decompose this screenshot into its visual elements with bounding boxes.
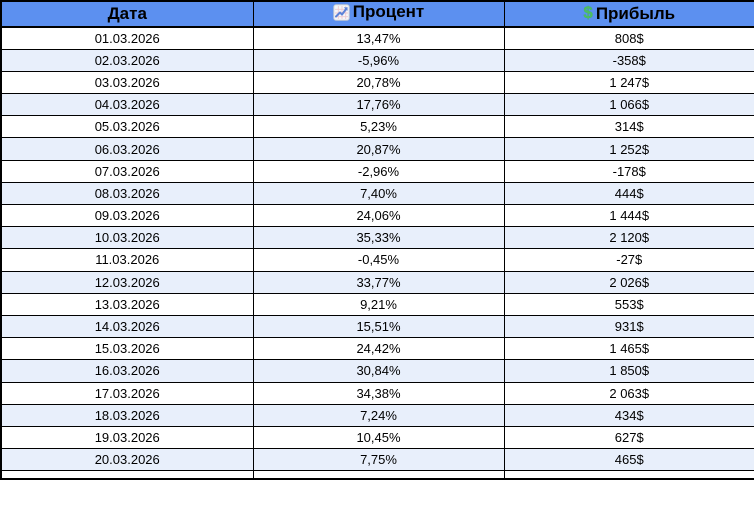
- table-row: 01.03.2026 13,47% 808$: [0, 26, 754, 50]
- table-row: 11.03.2026 -0,45% -27$: [0, 248, 754, 272]
- profit-cell[interactable]: 2 026$: [503, 270, 754, 294]
- table-row: 07.03.2026 -2,96% -178$: [0, 159, 754, 183]
- table-header: Дата Процент: [0, 0, 754, 28]
- table-row: 08.03.2026 7,40% 444$: [0, 181, 754, 206]
- table-row: 17.03.2026 34,38% 2 063$: [0, 381, 754, 405]
- percent-cell[interactable]: 24,06%: [252, 203, 505, 228]
- percent-cell[interactable]: 15,51%: [252, 314, 505, 339]
- percent-cell[interactable]: 5,23%: [252, 115, 505, 139]
- table-row: 09.03.2026 24,06% 1 444$: [0, 203, 754, 228]
- percent-cell[interactable]: 9,21%: [252, 292, 505, 316]
- percent-cell[interactable]: 20,87%: [252, 137, 505, 161]
- table-row: 02.03.2026 -5,96% -358$: [0, 48, 754, 72]
- table-row: 19.03.2026 10,45% 627$: [0, 425, 754, 450]
- profit-cell[interactable]: 2 063$: [503, 381, 754, 405]
- profit-cell[interactable]: 808$: [503, 26, 754, 50]
- date-cell[interactable]: 06.03.2026: [0, 137, 254, 161]
- profit-cell[interactable]: 1 066$: [503, 93, 754, 117]
- date-cell[interactable]: 19.03.2026: [0, 425, 254, 450]
- percent-cell[interactable]: 30,84%: [252, 359, 505, 383]
- percent-cell[interactable]: 33,77%: [252, 270, 505, 294]
- date-cell[interactable]: 11.03.2026: [0, 248, 254, 272]
- chart-increasing-icon: [333, 4, 350, 21]
- date-cell[interactable]: 07.03.2026: [0, 159, 254, 183]
- date-cell[interactable]: 08.03.2026: [0, 181, 254, 206]
- table-row: 10.03.2026 35,33% 2 120$: [0, 226, 754, 250]
- percent-cell[interactable]: 17,76%: [252, 93, 505, 117]
- column-header-percent-label: Процент: [352, 2, 425, 22]
- date-cell[interactable]: 14.03.2026: [0, 314, 254, 339]
- date-cell[interactable]: 02.03.2026: [0, 48, 254, 72]
- date-cell[interactable]: 12.03.2026: [0, 270, 254, 294]
- profit-cell[interactable]: 1 850$: [503, 359, 754, 383]
- table-row: 15.03.2026 24,42% 1 465$: [0, 337, 754, 361]
- table-row: 05.03.2026 5,23% 314$: [0, 115, 754, 139]
- profit-cell[interactable]: -178$: [503, 159, 754, 183]
- profit-cell[interactable]: 434$: [503, 403, 754, 427]
- date-cell[interactable]: 04.03.2026: [0, 93, 254, 117]
- profit-cell[interactable]: 314$: [503, 115, 754, 139]
- percent-cell[interactable]: 35,33%: [252, 226, 505, 250]
- profit-cell[interactable]: 553$: [503, 292, 754, 316]
- header-row: Дата Процент: [0, 0, 754, 28]
- percent-cell[interactable]: 10,45%: [252, 425, 505, 450]
- column-header-date-label: Дата: [107, 4, 147, 23]
- column-header-profit-label: Прибыль: [595, 3, 676, 23]
- table-row: 13.03.2026 9,21% 553$: [0, 292, 754, 316]
- table-row: 20.03.2026 7,75% 465$: [0, 448, 754, 472]
- percent-cell[interactable]: 7,24%: [252, 403, 505, 427]
- column-header-profit[interactable]: $ Прибыль: [503, 0, 754, 28]
- profit-cell[interactable]: 1 444$: [503, 203, 754, 228]
- date-cell[interactable]: 03.03.2026: [0, 70, 254, 95]
- date-cell[interactable]: 16.03.2026: [0, 359, 254, 383]
- partial-row: [0, 470, 754, 480]
- percent-cell[interactable]: 7,40%: [252, 181, 505, 206]
- date-cell[interactable]: 05.03.2026: [0, 115, 254, 139]
- date-cell[interactable]: 09.03.2026: [0, 203, 254, 228]
- table-row: 04.03.2026 17,76% 1 066$: [0, 93, 754, 117]
- profit-cell[interactable]: 1 252$: [503, 137, 754, 161]
- percent-cell[interactable]: 7,75%: [252, 448, 505, 472]
- profit-cell[interactable]: -358$: [503, 48, 754, 72]
- date-cell[interactable]: 20.03.2026: [0, 448, 254, 472]
- empty-cell: [503, 470, 754, 480]
- column-header-date[interactable]: Дата: [0, 0, 254, 28]
- dollar-icon: $: [583, 3, 593, 23]
- date-cell[interactable]: 13.03.2026: [0, 292, 254, 316]
- column-header-percent[interactable]: Процент: [252, 0, 505, 28]
- table-row: 14.03.2026 15,51% 931$: [0, 314, 754, 339]
- profit-cell[interactable]: 2 120$: [503, 226, 754, 250]
- table-body: 01.03.2026 13,47% 808$ 02.03.2026 -5,96% -358…: [0, 26, 754, 480]
- percent-cell[interactable]: 13,47%: [252, 26, 505, 50]
- date-cell[interactable]: 01.03.2026: [0, 26, 254, 50]
- percent-cell[interactable]: -5,96%: [252, 48, 505, 72]
- table-row: 16.03.2026 30,84% 1 850$: [0, 359, 754, 383]
- profit-cell[interactable]: 1 247$: [503, 70, 754, 95]
- profit-cell[interactable]: 444$: [503, 181, 754, 206]
- profit-cell[interactable]: -27$: [503, 248, 754, 272]
- empty-cell: [0, 470, 254, 480]
- table-row: 18.03.2026 7,24% 434$: [0, 403, 754, 427]
- profit-cell[interactable]: 931$: [503, 314, 754, 339]
- percent-cell[interactable]: 34,38%: [252, 381, 505, 405]
- profit-table: Дата Процент: [0, 0, 754, 480]
- percent-cell[interactable]: -0,45%: [252, 248, 505, 272]
- empty-cell: [252, 470, 505, 480]
- percent-cell[interactable]: 20,78%: [252, 70, 505, 95]
- date-cell[interactable]: 18.03.2026: [0, 403, 254, 427]
- date-cell[interactable]: 17.03.2026: [0, 381, 254, 405]
- table-row: 12.03.2026 33,77% 2 026$: [0, 270, 754, 294]
- date-cell[interactable]: 15.03.2026: [0, 337, 254, 361]
- profit-cell[interactable]: 1 465$: [503, 337, 754, 361]
- profit-cell[interactable]: 465$: [503, 448, 754, 472]
- profit-cell[interactable]: 627$: [503, 425, 754, 450]
- percent-cell[interactable]: 24,42%: [252, 337, 505, 361]
- table-row: 03.03.2026 20,78% 1 247$: [0, 70, 754, 95]
- percent-cell[interactable]: -2,96%: [252, 159, 505, 183]
- table-row: 06.03.2026 20,87% 1 252$: [0, 137, 754, 161]
- date-cell[interactable]: 10.03.2026: [0, 226, 254, 250]
